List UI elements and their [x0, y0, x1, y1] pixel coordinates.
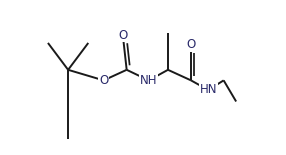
Text: HN: HN [200, 84, 217, 96]
Text: O: O [99, 74, 108, 87]
Text: NH: NH [140, 74, 158, 87]
Text: O: O [118, 29, 128, 42]
Text: O: O [186, 38, 196, 51]
